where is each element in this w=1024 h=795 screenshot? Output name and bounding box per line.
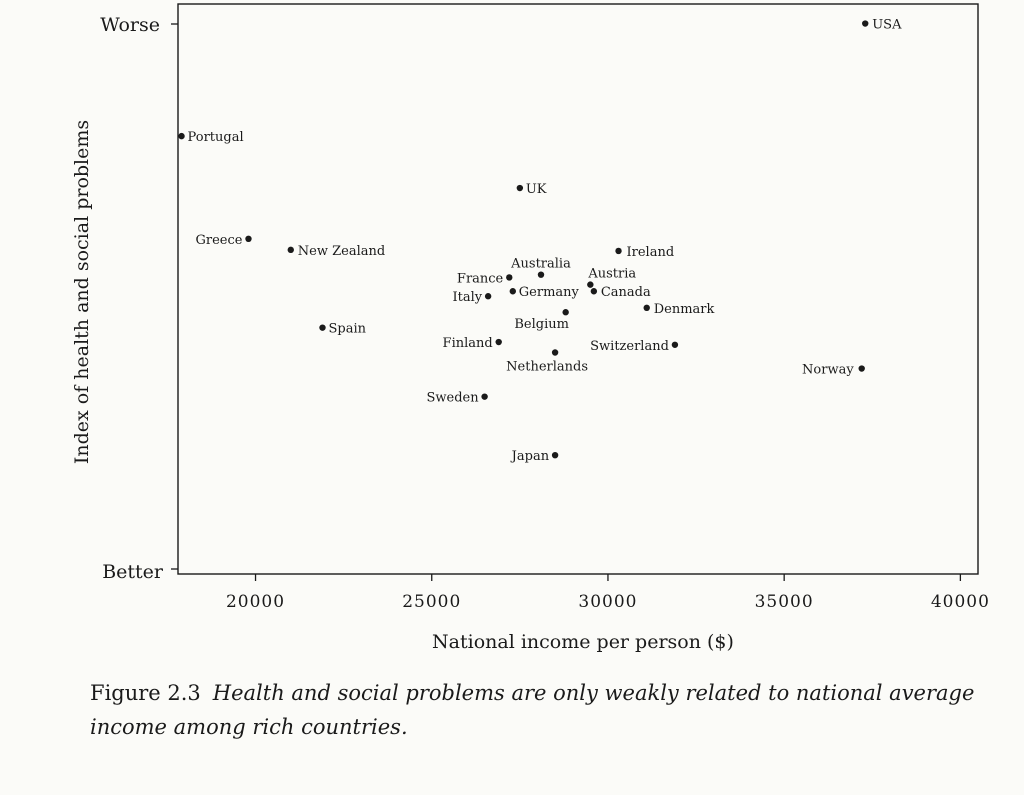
- x-axis-title: National income per person ($): [432, 631, 734, 653]
- point-label-netherlands: Netherlands: [506, 360, 588, 375]
- point-label-portugal: Portugal: [188, 130, 244, 145]
- axis-ticks: 20000 25000 30000 35000 40000: [171, 23, 990, 612]
- y-tick-label-top: Worse: [100, 14, 160, 36]
- point-label-canada: Canada: [601, 285, 651, 300]
- point-label-spain: Spain: [328, 322, 366, 337]
- point-label-denmark: Denmark: [654, 302, 715, 317]
- data-point-new-zealand: [287, 246, 294, 254]
- point-label-switzerland: Switzerland: [590, 339, 669, 354]
- point-label-japan: Japan: [510, 449, 550, 464]
- data-point-finland: [495, 338, 502, 346]
- data-point-japan: [551, 451, 559, 459]
- data-point-canada: [590, 288, 598, 295]
- data-points: USA Portugal UK Greece New Zealand Ireland Aus…: [178, 18, 902, 464]
- figure-caption-text: Health and social problems are only weak…: [90, 681, 975, 739]
- point-label-greece: Greece: [196, 233, 243, 248]
- point-label-sweden: Sweden: [426, 391, 479, 406]
- figure-caption: Figure 2.3 Health and social problems are…: [90, 676, 1010, 744]
- point-label-finland: Finland: [443, 336, 493, 351]
- data-point-portugal: [178, 132, 185, 140]
- x-tick-label-40000: 40000: [931, 592, 990, 612]
- point-label-ireland: Ireland: [627, 245, 675, 260]
- point-label-australia: Australia: [510, 257, 571, 272]
- point-label-france: France: [457, 271, 504, 286]
- x-tick-label-25000: 25000: [402, 592, 461, 612]
- data-point-germany: [509, 288, 517, 295]
- point-label-italy: Italy: [453, 290, 483, 305]
- x-tick-label-30000: 30000: [578, 592, 637, 612]
- point-label-norway: Norway: [802, 363, 854, 378]
- data-point-uk: [516, 184, 524, 192]
- data-point-spain: [319, 324, 326, 331]
- y-axis-title: Index of health and social problems: [71, 120, 93, 464]
- point-label-usa: USA: [872, 18, 902, 33]
- data-point-belgium: [562, 309, 569, 316]
- figure-number: Figure 2.3: [90, 681, 201, 705]
- data-point-netherlands: [551, 349, 559, 356]
- data-point-greece: [245, 235, 252, 242]
- data-point-australia: [537, 271, 545, 278]
- point-label-uk: UK: [526, 182, 547, 197]
- data-point-france: [506, 274, 513, 281]
- scatter-chart: USA Portugal UK Greece New Zealand Ireland Aus…: [71, 3, 990, 653]
- x-tick-label-20000: 20000: [226, 592, 285, 612]
- data-point-usa: [862, 20, 869, 27]
- data-point-switzerland: [671, 341, 679, 348]
- data-point-norway: [858, 365, 865, 372]
- point-label-belgium: Belgium: [514, 317, 569, 332]
- point-label-austria: Austria: [587, 267, 636, 282]
- data-point-ireland: [615, 247, 622, 255]
- point-label-new-zealand: New Zealand: [298, 244, 385, 259]
- data-point-sweden: [481, 393, 488, 400]
- x-tick-label-35000: 35000: [755, 592, 814, 612]
- data-point-italy: [484, 293, 492, 300]
- point-label-germany: Germany: [519, 285, 580, 300]
- y-tick-label-bottom: Better: [102, 561, 164, 583]
- data-point-austria: [587, 281, 594, 288]
- data-point-denmark: [643, 304, 650, 311]
- plot-frame: [177, 3, 979, 575]
